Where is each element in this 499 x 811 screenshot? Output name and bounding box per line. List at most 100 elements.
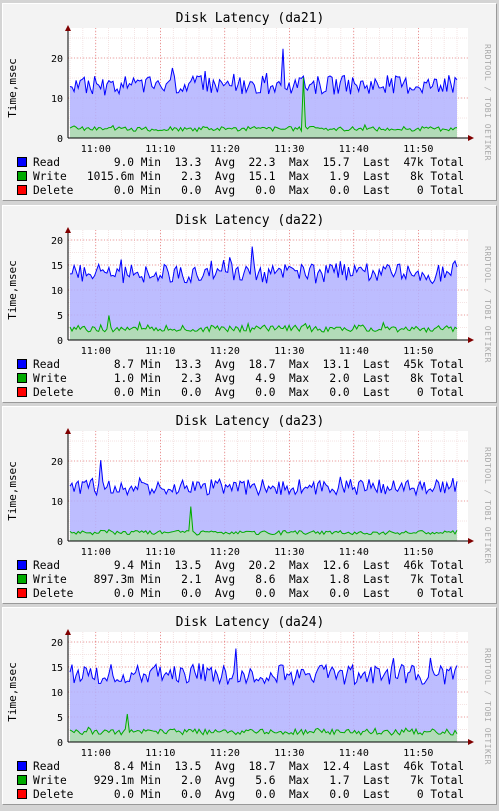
x-tick-label: 11:40 bbox=[339, 346, 369, 357]
x-tick-label: 11:10 bbox=[145, 547, 175, 558]
x-tick-label: 11:40 bbox=[339, 144, 369, 155]
y-axis-arrow bbox=[65, 227, 71, 233]
legend: Read 8.4 Min 13.5 Avg 18.7 Max 12.4 Last… bbox=[17, 760, 464, 802]
legend-row: Write 929.1m Min 2.0 Avg 5.6 Max 1.7 Las… bbox=[17, 774, 464, 788]
x-axis-arrow bbox=[468, 135, 474, 141]
y-axis-label: Time,msec bbox=[6, 58, 19, 118]
y-tick-label: 20 bbox=[51, 236, 63, 247]
x-tick-label: 11:50 bbox=[403, 346, 433, 357]
legend-row: Write 1.0 Min 2.3 Avg 4.9 Max 2.0 Last 8… bbox=[17, 372, 464, 386]
y-tick-label: 10 bbox=[51, 497, 63, 508]
y-tick-label: 5 bbox=[57, 713, 63, 724]
x-tick-label: 11:30 bbox=[274, 748, 304, 759]
x-tick-label: 11:20 bbox=[210, 547, 240, 558]
x-tick-label: 11:00 bbox=[81, 346, 111, 357]
x-tick-label: 11:30 bbox=[274, 346, 304, 357]
legend-row: Write 897.3m Min 2.1 Avg 8.6 Max 1.8 Las… bbox=[17, 573, 464, 587]
legend-row: Read 9.0 Min 13.3 Avg 22.3 Max 15.7 Last… bbox=[17, 156, 464, 170]
y-tick-label: 0 bbox=[57, 738, 63, 749]
watermark-text: RRDTOOL / TOBI OETIKER bbox=[483, 44, 492, 161]
graph-title: Disk Latency (da23) bbox=[176, 414, 325, 429]
series-line-read bbox=[69, 460, 458, 497]
x-tick-label: 11:20 bbox=[210, 346, 240, 357]
x-axis-arrow bbox=[468, 739, 474, 745]
latency-graph: Disk Latency (da23) RRDTOOL / TOBI OETIKE… bbox=[6, 414, 492, 564]
x-axis-arrow bbox=[468, 538, 474, 544]
legend-swatch bbox=[17, 574, 27, 584]
y-tick-label: 0 bbox=[57, 336, 63, 347]
legend: Read 9.0 Min 13.3 Avg 22.3 Max 15.7 Last… bbox=[17, 156, 464, 198]
x-tick-label: 11:10 bbox=[145, 748, 175, 759]
x-tick-label: 11:50 bbox=[403, 748, 433, 759]
legend-row: Delete 0.0 Min 0.0 Avg 0.0 Max 0.0 Last … bbox=[17, 184, 464, 198]
y-axis-label: Time,msec bbox=[6, 461, 19, 521]
latency-graph-panel: Disk Latency (da21) RRDTOOL / TOBI OETIKE… bbox=[2, 3, 497, 201]
legend-swatch bbox=[17, 560, 27, 570]
x-tick-label: 11:50 bbox=[403, 144, 433, 155]
legend-stats: Delete 0.0 Min 0.0 Avg 0.0 Max 0.0 Last … bbox=[33, 587, 465, 600]
legend-stats: Delete 0.0 Min 0.0 Avg 0.0 Max 0.0 Last … bbox=[33, 386, 465, 399]
legend-swatch bbox=[17, 171, 27, 181]
legend-stats: Delete 0.0 Min 0.0 Avg 0.0 Max 0.0 Last … bbox=[33, 184, 465, 197]
series-area-read bbox=[70, 246, 457, 340]
graph-title: Disk Latency (da24) bbox=[176, 615, 325, 630]
x-tick-label: 11:30 bbox=[274, 547, 304, 558]
x-axis-arrow bbox=[468, 337, 474, 343]
x-tick-label: 11:00 bbox=[81, 547, 111, 558]
legend-row: Delete 0.0 Min 0.0 Avg 0.0 Max 0.0 Last … bbox=[17, 587, 464, 601]
legend-row: Read 8.7 Min 13.3 Avg 18.7 Max 13.1 Last… bbox=[17, 358, 464, 372]
series-area-read bbox=[70, 48, 457, 138]
legend-swatch bbox=[17, 387, 27, 397]
x-tick-label: 11:10 bbox=[145, 346, 175, 357]
graph-title: Disk Latency (da21) bbox=[176, 11, 325, 26]
legend-stats: Read 8.7 Min 13.3 Avg 18.7 Max 13.1 Last… bbox=[33, 358, 465, 371]
y-axis-arrow bbox=[65, 629, 71, 635]
y-tick-label: 20 bbox=[51, 54, 63, 65]
y-axis-label: Time,msec bbox=[6, 662, 19, 722]
legend-swatch bbox=[17, 789, 27, 799]
latency-graph-panel: Disk Latency (da24) RRDTOOL / TOBI OETIKE… bbox=[2, 607, 497, 805]
y-tick-label: 20 bbox=[51, 457, 63, 468]
legend-stats: Read 9.4 Min 13.5 Avg 20.2 Max 12.6 Last… bbox=[33, 559, 465, 572]
y-tick-label: 15 bbox=[51, 663, 63, 674]
series-area-write bbox=[70, 77, 457, 138]
y-tick-label: 10 bbox=[51, 286, 63, 297]
latency-graph: Disk Latency (da24) RRDTOOL / TOBI OETIKE… bbox=[6, 615, 492, 765]
y-tick-label: 0 bbox=[57, 537, 63, 548]
legend-row: Read 8.4 Min 13.5 Avg 18.7 Max 12.4 Last… bbox=[17, 760, 464, 774]
legend-stats: Write 929.1m Min 2.0 Avg 5.6 Max 1.7 Las… bbox=[33, 774, 465, 787]
x-tick-label: 11:00 bbox=[81, 144, 111, 155]
y-tick-label: 20 bbox=[51, 638, 63, 649]
latency-graph: Disk Latency (da21) RRDTOOL / TOBI OETIKE… bbox=[6, 11, 492, 161]
latency-graph-panel: Disk Latency (da23) RRDTOOL / TOBI OETIKE… bbox=[2, 406, 497, 604]
series-area-read bbox=[70, 648, 457, 742]
series-line-read bbox=[69, 48, 458, 96]
legend-stats: Write 1.0 Min 2.3 Avg 4.9 Max 2.0 Last 8… bbox=[33, 372, 465, 385]
x-tick-label: 11:00 bbox=[81, 748, 111, 759]
series-area-read bbox=[70, 460, 457, 541]
x-tick-label: 11:50 bbox=[403, 547, 433, 558]
x-tick-label: 11:40 bbox=[339, 547, 369, 558]
y-axis-arrow bbox=[65, 25, 71, 31]
y-tick-label: 10 bbox=[51, 688, 63, 699]
series-line-write bbox=[69, 713, 458, 736]
y-tick-label: 10 bbox=[51, 94, 63, 105]
legend-row: Delete 0.0 Min 0.0 Avg 0.0 Max 0.0 Last … bbox=[17, 788, 464, 802]
legend-swatch bbox=[17, 185, 27, 195]
series-line-read bbox=[69, 246, 458, 285]
legend-swatch bbox=[17, 157, 27, 167]
legend: Read 8.7 Min 13.3 Avg 18.7 Max 13.1 Last… bbox=[17, 358, 464, 400]
legend-stats: Write 897.3m Min 2.1 Avg 8.6 Max 1.8 Las… bbox=[33, 573, 465, 586]
legend-stats: Delete 0.0 Min 0.0 Avg 0.0 Max 0.0 Last … bbox=[33, 788, 465, 801]
legend-swatch bbox=[17, 373, 27, 383]
legend-row: Read 9.4 Min 13.5 Avg 20.2 Max 12.6 Last… bbox=[17, 559, 464, 573]
watermark-text: RRDTOOL / TOBI OETIKER bbox=[483, 246, 492, 363]
watermark-text: RRDTOOL / TOBI OETIKER bbox=[483, 447, 492, 564]
series-line-write bbox=[69, 77, 458, 133]
legend: Read 9.4 Min 13.5 Avg 20.2 Max 12.6 Last… bbox=[17, 559, 464, 601]
x-tick-label: 11:40 bbox=[339, 748, 369, 759]
latency-graph: Disk Latency (da22) RRDTOOL / TOBI OETIKE… bbox=[6, 213, 492, 363]
y-tick-label: 15 bbox=[51, 261, 63, 272]
series-line-write bbox=[69, 506, 458, 536]
x-tick-label: 11:10 bbox=[145, 144, 175, 155]
